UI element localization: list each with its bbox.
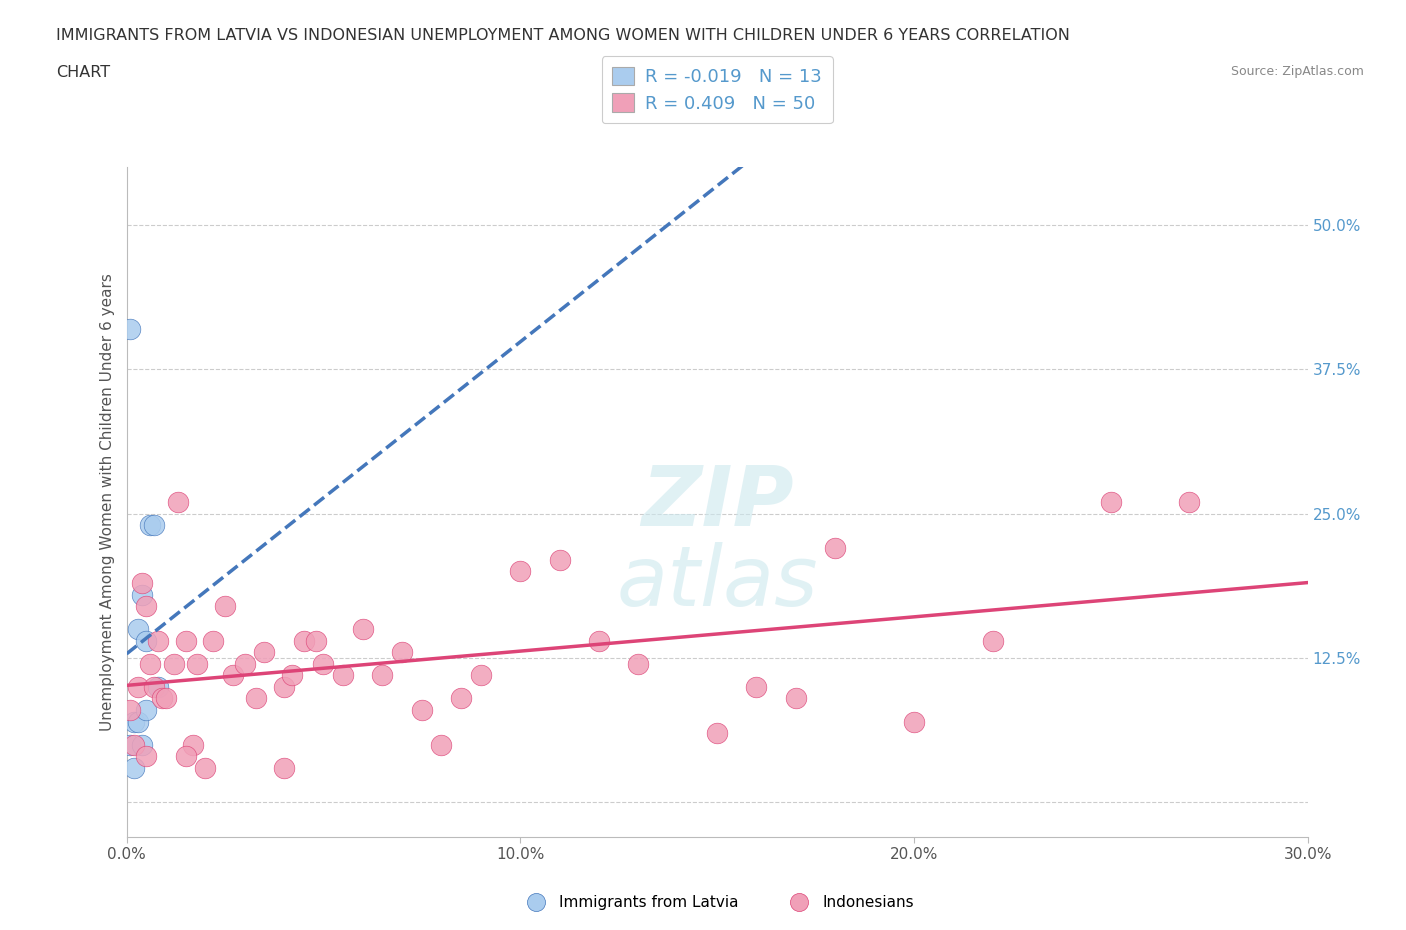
Point bbox=[214, 599, 236, 614]
Point bbox=[186, 657, 208, 671]
Point bbox=[312, 657, 335, 671]
Point bbox=[273, 761, 295, 776]
Text: ZIP: ZIP bbox=[641, 461, 793, 543]
Point bbox=[127, 622, 149, 637]
Point bbox=[470, 668, 492, 683]
Point bbox=[163, 657, 186, 671]
Point bbox=[509, 564, 531, 578]
Point bbox=[120, 702, 142, 717]
Point bbox=[174, 633, 197, 648]
Point bbox=[139, 657, 162, 671]
Point bbox=[1099, 495, 1122, 510]
Point bbox=[124, 761, 146, 776]
Point bbox=[202, 633, 225, 648]
Point bbox=[245, 691, 267, 706]
Point bbox=[155, 691, 177, 706]
Text: atlas: atlas bbox=[616, 542, 818, 623]
Point bbox=[143, 518, 166, 533]
Point bbox=[627, 657, 650, 671]
Point bbox=[183, 737, 205, 752]
Point bbox=[127, 714, 149, 729]
Point bbox=[352, 622, 374, 637]
Point bbox=[127, 680, 149, 695]
Point bbox=[124, 714, 146, 729]
Point bbox=[139, 518, 162, 533]
Text: Source: ZipAtlas.com: Source: ZipAtlas.com bbox=[1230, 65, 1364, 78]
Point bbox=[981, 633, 1004, 648]
Point bbox=[332, 668, 354, 683]
Point bbox=[131, 576, 153, 591]
Point bbox=[146, 680, 169, 695]
Text: CHART: CHART bbox=[56, 65, 110, 80]
Point bbox=[124, 737, 146, 752]
Point bbox=[706, 725, 728, 740]
Point bbox=[371, 668, 394, 683]
Point bbox=[150, 691, 173, 706]
Point bbox=[135, 633, 157, 648]
Point bbox=[745, 680, 768, 695]
Point bbox=[143, 680, 166, 695]
Point bbox=[548, 552, 571, 567]
Point bbox=[233, 657, 256, 671]
Point bbox=[174, 749, 197, 764]
Point bbox=[785, 691, 807, 706]
Point bbox=[411, 702, 433, 717]
Point bbox=[135, 599, 157, 614]
Point bbox=[450, 691, 472, 706]
Y-axis label: Unemployment Among Women with Children Under 6 years: Unemployment Among Women with Children U… bbox=[100, 273, 115, 731]
Point bbox=[222, 668, 245, 683]
Point bbox=[304, 633, 326, 648]
Point bbox=[120, 737, 142, 752]
Point bbox=[824, 541, 846, 556]
Point bbox=[194, 761, 217, 776]
Point bbox=[166, 495, 188, 510]
Point bbox=[131, 587, 153, 602]
Point bbox=[131, 737, 153, 752]
Text: IMMIGRANTS FROM LATVIA VS INDONESIAN UNEMPLOYMENT AMONG WOMEN WITH CHILDREN UNDE: IMMIGRANTS FROM LATVIA VS INDONESIAN UNE… bbox=[56, 28, 1070, 43]
Point bbox=[430, 737, 453, 752]
Point bbox=[120, 322, 142, 337]
Point bbox=[253, 644, 276, 659]
Point bbox=[1178, 495, 1201, 510]
Point bbox=[273, 680, 295, 695]
Point bbox=[135, 749, 157, 764]
Point bbox=[588, 633, 610, 648]
Point bbox=[391, 644, 413, 659]
Point bbox=[281, 668, 304, 683]
Point bbox=[903, 714, 925, 729]
Point bbox=[146, 633, 169, 648]
Point bbox=[135, 702, 157, 717]
Legend: Immigrants from Latvia, Indonesians: Immigrants from Latvia, Indonesians bbox=[515, 889, 920, 916]
Point bbox=[292, 633, 315, 648]
